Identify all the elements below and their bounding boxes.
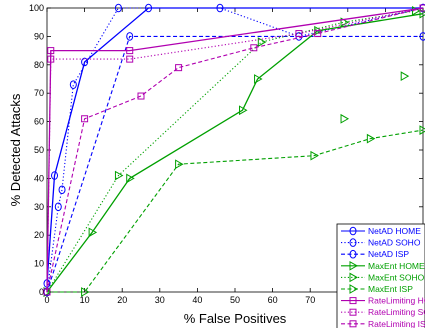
legend-marker bbox=[349, 297, 357, 305]
data-point bbox=[81, 57, 89, 67]
x-tick-label: 20 bbox=[117, 295, 127, 305]
data-point bbox=[126, 55, 134, 63]
y-tick-label: 40 bbox=[34, 173, 44, 183]
data-point bbox=[114, 3, 122, 13]
legend-entry: RateLimiting SOHO bbox=[341, 307, 425, 317]
legend-marker bbox=[349, 320, 357, 328]
legend-label: MaxEnt SOHO bbox=[368, 272, 425, 282]
data-point bbox=[47, 55, 55, 63]
data-point bbox=[340, 17, 350, 28]
legend-entry: RateLimiting HOME bbox=[341, 296, 425, 306]
data-point bbox=[216, 3, 224, 13]
data-point bbox=[257, 37, 267, 47]
legend-entry: MaxEnt ISP bbox=[341, 284, 413, 294]
x-tick-label: 50 bbox=[230, 295, 240, 305]
series-line bbox=[47, 129, 424, 293]
legend-label: RateLimiting SOHO bbox=[368, 307, 425, 317]
y-tick-label: 50 bbox=[34, 145, 44, 155]
y-axis-label: % Detected Attacks bbox=[8, 93, 23, 206]
legend-entry: NetAD SOHO bbox=[341, 238, 421, 248]
y-tick-label: 90 bbox=[34, 31, 44, 41]
legend-entry: RateLimiting ISP bbox=[341, 319, 425, 328]
data-point bbox=[419, 8, 425, 19]
legend-marker bbox=[349, 284, 359, 294]
x-tick-label: 30 bbox=[155, 295, 165, 305]
data-point bbox=[126, 47, 134, 55]
x-tick-label: 0 bbox=[44, 295, 49, 305]
legend-entry: NetAD HOME bbox=[341, 226, 421, 236]
series-line bbox=[46, 7, 424, 293]
data-point bbox=[126, 173, 135, 184]
y-tick-label: 80 bbox=[34, 60, 44, 70]
y-tick-label: 60 bbox=[34, 117, 44, 127]
data-point bbox=[419, 32, 425, 41]
data-point bbox=[54, 202, 62, 212]
data-point bbox=[81, 115, 89, 123]
legend-box bbox=[336, 223, 425, 328]
x-tick-label: 70 bbox=[305, 295, 315, 305]
data-point bbox=[314, 30, 322, 38]
legend-marker bbox=[349, 308, 357, 316]
legend-label: MaxEnt ISP bbox=[368, 284, 413, 294]
series-ratelimiting-isp bbox=[43, 4, 425, 296]
y-tick-label: 70 bbox=[34, 88, 44, 98]
legend-entry: MaxEnt HOME bbox=[341, 261, 425, 271]
x-axis-label: % False Positives bbox=[184, 311, 287, 326]
series-line bbox=[46, 7, 424, 293]
legend-label: RateLimiting HOME bbox=[368, 296, 425, 306]
legend-marker bbox=[349, 272, 359, 283]
data-point bbox=[43, 288, 51, 296]
data-point bbox=[239, 105, 248, 116]
data-point bbox=[126, 32, 134, 41]
data-point bbox=[340, 113, 350, 124]
data-point bbox=[88, 227, 98, 238]
legend-label: NetAD ISP bbox=[368, 249, 409, 259]
legend-label: NetAD HOME bbox=[368, 226, 421, 236]
data-point bbox=[254, 74, 263, 84]
data-point bbox=[69, 80, 77, 89]
y-tick-label: 100 bbox=[29, 3, 44, 13]
data-point bbox=[419, 4, 425, 12]
data-point bbox=[400, 71, 410, 82]
data-point bbox=[419, 125, 425, 135]
legend-label: MaxEnt HOME bbox=[368, 261, 425, 271]
data-point bbox=[114, 170, 124, 181]
legend-marker bbox=[349, 249, 357, 259]
plot-series bbox=[43, 3, 425, 297]
legend-marker bbox=[349, 260, 359, 271]
series-line bbox=[46, 7, 423, 284]
x-tick-label: 60 bbox=[268, 295, 278, 305]
data-point bbox=[81, 287, 90, 297]
data-point bbox=[175, 64, 183, 72]
legend-entry: NetAD ISP bbox=[341, 249, 409, 259]
series-line bbox=[46, 7, 424, 293]
y-tick-label: 30 bbox=[34, 202, 44, 212]
y-tick-label: 20 bbox=[34, 230, 44, 240]
data-point bbox=[310, 150, 319, 161]
data-point bbox=[51, 171, 59, 180]
series-line bbox=[46, 35, 423, 293]
legend-entry: MaxEnt SOHO bbox=[341, 272, 425, 282]
legend-label: RateLimiting ISP bbox=[368, 319, 425, 328]
legend-marker bbox=[349, 238, 357, 247]
y-tick-label: 10 bbox=[34, 259, 44, 269]
data-point bbox=[137, 92, 145, 100]
data-point bbox=[58, 185, 66, 195]
data-point bbox=[295, 30, 303, 38]
x-tick-label: 10 bbox=[80, 295, 90, 305]
data-point bbox=[366, 133, 376, 144]
legend-label: NetAD SOHO bbox=[368, 238, 421, 248]
data-point bbox=[47, 47, 55, 55]
data-point bbox=[250, 44, 258, 52]
data-point bbox=[175, 159, 184, 170]
x-tick-label: 40 bbox=[192, 295, 202, 305]
y-tick-label: 0 bbox=[39, 287, 44, 297]
legend-marker bbox=[349, 226, 357, 236]
data-point bbox=[145, 3, 153, 13]
